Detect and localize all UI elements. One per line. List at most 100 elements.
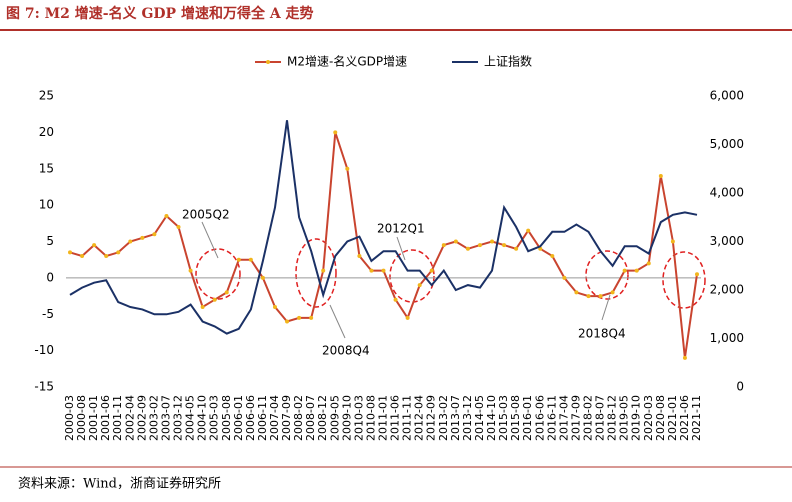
point (128, 239, 133, 244)
point (622, 268, 627, 273)
x-tick-label: 2019-05 (618, 395, 631, 441)
x-tick-label: 2010-03 (352, 395, 365, 441)
x-tick-label: 2016-11 (545, 395, 558, 441)
point (405, 315, 410, 320)
circle (195, 248, 241, 300)
annotation: 2018Q4 (578, 327, 626, 341)
callout-lines (201, 221, 611, 339)
point (502, 243, 507, 248)
point (526, 228, 531, 233)
x-tick-label: 2007-04 (268, 395, 281, 441)
series-line (69, 120, 698, 335)
point (92, 243, 97, 248)
x-tick-label: 2002-04 (123, 395, 136, 441)
point (176, 224, 181, 229)
x-tick-label: 2013-07 (449, 395, 462, 441)
x-tick-label: 2021-11 (690, 395, 703, 441)
x-tick-label: 2018-02 (581, 395, 594, 441)
point (236, 257, 241, 262)
x-tick-label: 2009-10 (340, 395, 353, 441)
y-tick-label: 10 (39, 198, 54, 212)
point (224, 290, 229, 295)
point (248, 257, 253, 262)
point (514, 246, 519, 251)
y2-tick-label: 0 (736, 380, 744, 394)
point (333, 130, 338, 135)
x-tick-label: 2008-07 (304, 395, 317, 441)
point (80, 254, 85, 259)
point (357, 254, 362, 259)
point (68, 250, 72, 255)
x-tick-label: 2000-08 (75, 395, 88, 441)
x-tick-label: 2019-10 (630, 395, 643, 441)
y2-tick-label: 5,000 (710, 137, 744, 151)
point (670, 239, 675, 244)
x-tick-label: 2016-06 (533, 395, 546, 441)
point (695, 272, 699, 277)
x-tick-label: 2011-11 (401, 395, 414, 441)
source: 资料来源：Wind，浙商证券研究所 (18, 476, 221, 492)
point (586, 294, 591, 299)
x-tick-label: 2009-05 (328, 395, 341, 441)
point (104, 254, 109, 259)
x-tick-label: 2012-04 (413, 395, 426, 441)
x-tick-label: 2004-05 (184, 395, 197, 441)
legend-marker (266, 60, 270, 64)
y-tick-label: 25 (39, 89, 54, 103)
point (574, 290, 579, 295)
point (212, 297, 217, 302)
x-tick-label: 2013-12 (461, 395, 474, 441)
x-tick-label: 2021-06 (678, 395, 691, 441)
y2-tick-label: 3,000 (710, 234, 744, 248)
point (381, 268, 386, 273)
point (610, 290, 615, 295)
y2-tick-label: 6,000 (710, 89, 744, 103)
callout (396, 236, 406, 261)
x-tick-label: 2014-05 (473, 395, 486, 441)
point (345, 166, 350, 171)
callout (201, 221, 219, 259)
point (272, 304, 277, 309)
point (260, 275, 265, 280)
legend-label: 上证指数 (484, 54, 532, 69)
x-tick-label: 2017-09 (569, 395, 582, 441)
point (285, 319, 290, 324)
x-tick-label: 2001-11 (111, 395, 124, 441)
point (140, 235, 145, 240)
y2-tick-label: 4,000 (710, 186, 744, 200)
annotation: 2008Q4 (322, 344, 370, 358)
x-tick-label: 2001-06 (99, 395, 112, 441)
point (550, 254, 555, 259)
x-tick-label: 2018-07 (594, 395, 607, 441)
x-tick-label: 2007-09 (280, 395, 293, 441)
series-line (69, 132, 698, 359)
annotation: 2005Q2 (182, 208, 230, 222)
point (417, 283, 422, 288)
x-tick-label: 2004-10 (196, 395, 209, 441)
point (453, 239, 458, 244)
y-tick-label: 5 (46, 234, 54, 248)
x-tick-label: 2011-06 (389, 395, 402, 441)
highlight-circles (195, 238, 706, 309)
point (297, 315, 302, 320)
x-tick-label: 2005-03 (208, 395, 221, 441)
point (658, 174, 663, 179)
x-tick-label: 2016-01 (521, 395, 534, 441)
x-tick-label: 2020-08 (654, 395, 667, 441)
point (116, 250, 121, 255)
point (477, 243, 482, 248)
x-tick-label: 2003-12 (172, 395, 185, 441)
point (646, 261, 651, 266)
point (682, 355, 687, 360)
x-tick-label: 2000-03 (63, 395, 76, 441)
x-tick-label: 2006-11 (256, 395, 269, 441)
circle (662, 251, 706, 309)
y-tick-label: -5 (42, 307, 54, 321)
point (429, 268, 434, 273)
x-tick-label: 2005-08 (220, 395, 233, 441)
x-tick-label: 2014-10 (485, 395, 498, 441)
point (393, 297, 398, 302)
point (598, 294, 603, 299)
point (490, 239, 495, 244)
